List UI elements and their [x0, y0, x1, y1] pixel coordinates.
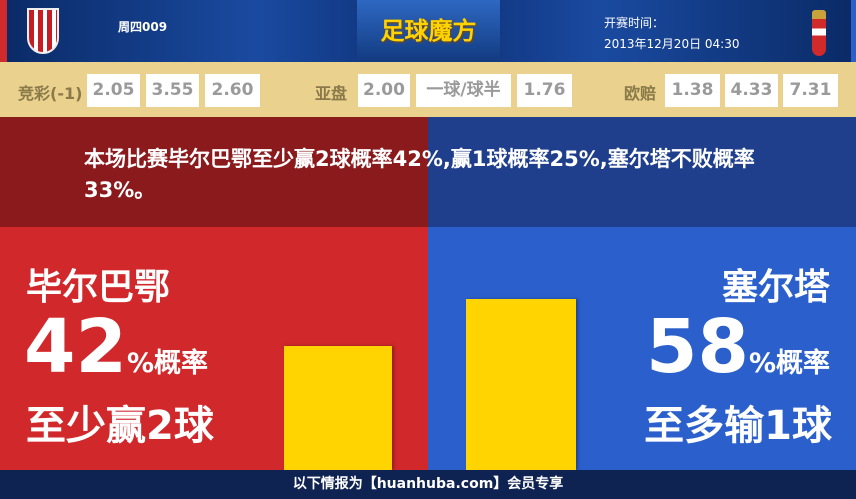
home-percent-suffix: %概率: [126, 348, 209, 379]
away-team-crest-icon: [812, 10, 826, 56]
away-percent: 58: [645, 304, 749, 390]
home-team-name: 毕尔巴鄂: [26, 267, 171, 308]
jingcai-odd: 2.60: [205, 74, 260, 107]
home-probability: 42%概率: [24, 310, 208, 401]
jingcai-label: 竞彩(-1): [18, 84, 83, 103]
asian-odd: 1.76: [517, 74, 572, 107]
summary-banner-right: [428, 117, 856, 227]
app-logo: 足球魔方: [357, 0, 500, 62]
jingcai-odd: 3.55: [146, 74, 199, 107]
home-result: 至少赢2球: [26, 403, 214, 449]
euro-odd: 1.38: [665, 74, 720, 107]
home-team-crest-icon: [27, 8, 59, 54]
home-color-strip: [0, 0, 7, 62]
euro-label: 欧赔: [624, 84, 657, 103]
away-percent-suffix: %概率: [748, 348, 830, 379]
euro-odd: 7.31: [783, 74, 838, 107]
asian-odd: 2.00: [358, 74, 410, 107]
away-probability: 58%概率: [646, 310, 830, 401]
footer-notice: 以下情报为【huanhuba.com】会员专享: [0, 470, 856, 499]
jingcai-odd: 2.05: [87, 74, 140, 107]
kickoff-label: 开赛时间：: [604, 16, 665, 30]
away-team-name: 塞尔塔: [721, 267, 830, 308]
summary-text: 本场比赛毕尔巴鄂至少赢2球概率42%,赢1球概率25%,塞尔塔不败概率33%。: [84, 147, 755, 202]
summary-banner-left: [0, 117, 428, 227]
asian-handicap: 一球/球半: [416, 74, 511, 107]
kickoff-time: 2013年12月20日 04:30: [604, 37, 740, 51]
home-probability-bar: [284, 346, 392, 470]
home-percent: 42: [24, 304, 127, 390]
away-color-strip: [851, 0, 856, 62]
asian-label: 亚盘: [315, 84, 348, 103]
away-result: 至多输1球: [644, 403, 832, 449]
euro-odd: 4.33: [725, 74, 778, 107]
match-number: 周四009: [118, 20, 168, 34]
away-probability-bar: [466, 299, 576, 470]
